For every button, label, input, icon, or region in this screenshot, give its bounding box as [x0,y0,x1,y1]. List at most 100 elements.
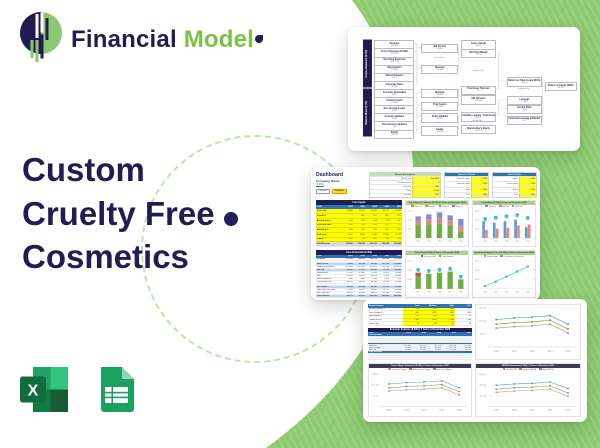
scenarios-screenshot: Scenario Inputs Low Medium High Live Revenue … [363,299,587,422]
svg-text:2026: 2026 [457,409,463,411]
table-row: Staff costs 8,200 8,856 9,565 10,330 11,156 [316,232,402,238]
svg-text:2026: 2026 [526,291,529,293]
svg-text:80,000: 80,000 [480,384,487,386]
ebitda-scenarios-chart: EBITDA Scenarios ($ 000) | 5 Years to De… [475,363,581,417]
mini-table-row: Founder equity 2,500 [445,176,488,182]
svg-text:150,000: 150,000 [371,374,379,376]
svg-text:X: X [28,383,39,400]
table-row: Low Scenario [368,334,472,337]
table-row: Depreciation (1,350) (1,425) (1,505) (1,590)… [316,272,402,275]
svg-text:300,000: 300,000 [407,260,412,262]
svg-text:66%: 66% [534,269,535,271]
legend-item: Payback gap [483,255,497,258]
table-row: Operating Expenses (21,600) (23,109) (24,74… [316,266,402,270]
svg-text:2025: 2025 [449,291,452,293]
svg-text:-: - [479,237,480,239]
brand-logo: Financial Model [18,10,263,69]
flow-box: Revenue 131,890 [421,64,459,75]
mini-table-row: Units $ 000 [370,188,440,193]
revenue-scenarios-chart: - 70,000 140,000 210,000 2022 2023 2024 2025 202… [475,304,581,360]
dupont-flowchart: Income Statement ($ 000) Balance Sheet ($… [352,31,577,147]
table-row: Revenue 126,600 148,900 172,300 199,400 166,2… [368,353,472,356]
chart-plot: - 80,000 160,000 240,000 - 33% 66% 100% 2022 2023… [474,260,535,293]
svg-text:39%: 39% [516,214,518,216]
flow-box: Revenue 131,890 [421,89,459,99]
table-row: Average price $4.50 4.59 4.68 4.78 4.87 [316,218,402,224]
svg-text:2022: 2022 [387,409,392,411]
mini-table-row: Total 7,000 [445,191,488,197]
svg-text:2024: 2024 [422,409,428,411]
table-row: EBIT 49,050 56,250 64,358 73,695 83,985 [316,274,402,278]
page-title-line: Cosmetics [22,238,189,276]
table-row: CapEx 1,500 750 800 850 900 [316,237,402,243]
table-row: Gross Margin 86,090 101,250 117,160 135,590 1… [368,355,472,358]
chart-plot: - 60,000 120,000 180,000 2022 2023 2024 2025 202… [407,210,467,242]
table-row: Interest Expense (238) (205) (170) (132) (92) [316,277,402,281]
table-row: Cost of Goods Sold (40,500) (45,441) (50,96… [316,260,402,264]
svg-text:60,000: 60,000 [475,228,479,230]
svg-text:35%: 35% [495,217,497,219]
table-row: EBITDA 50,400 57,675 65,863 75,285 58,722 [368,349,472,352]
svg-text:2025: 2025 [516,240,519,242]
flow-box: Equity 40,214 [421,126,459,136]
legend-item: Low Gross Margin [388,368,406,371]
svg-text:60,000: 60,000 [408,228,412,230]
svg-text:2022: 2022 [417,240,420,242]
chart-legend: Revenue EBITDA Net Profit [473,205,535,209]
svg-text:2026: 2026 [526,240,529,242]
svg-text:50,000: 50,000 [372,395,379,397]
svg-text:2022: 2022 [494,351,500,353]
svg-text:140,000: 140,000 [478,321,487,323]
table-row: COGS per unit $1.62 1.65 1.69 1.72 1.75 [316,223,402,229]
svg-text:2026: 2026 [565,409,571,411]
table-row: OpEx growth % 8% 6% 4% 6% [368,315,472,319]
svg-text:200,000: 200,000 [407,269,412,271]
table-row: Revenue growth % 5% 12% 18% 12% [368,307,472,312]
svg-text:-: - [534,288,535,290]
brand-name: Financial Model [71,25,263,54]
svg-text:2022: 2022 [417,291,420,293]
flow-box: Return on Equity (ROE) 44.1% [544,82,577,92]
svg-text:2023: 2023 [427,291,430,293]
table-row: Net Income 36,609 42,034 48,141 55,172 62,920 [316,286,402,290]
general-assumptions-table: General Assumptions Model start Jan 2022 Fo… [369,172,441,198]
company-name: Company Name [316,178,340,183]
mini-table-row: Debt 2,000 [445,186,488,192]
navy-dot-decoration [224,212,238,226]
scenario-analysis-table: Scenario Analysis ($ 000) | 5 Years to D… [368,327,472,361]
table-row: High Scenario [368,351,472,354]
svg-text:2024: 2024 [505,240,508,242]
forecast-button: Forecast [331,188,347,194]
brand-word-model: Model [183,25,255,53]
mini-table-title: Use of Funds [493,173,536,176]
table-row: Debtor days 45 38 30 38 [368,322,472,326]
legend-item: Stream 2 [424,205,436,208]
table-row: Profit Before Tax 48,812 56,045 64,188 73,56… [316,280,402,284]
chart-plot: - 50,000 100,000 150,000 2022 2023 2024 2025 202… [371,374,468,411]
svg-text:120,000: 120,000 [478,374,486,376]
chart-plot: - 100,000 200,000 300,000 2022 2023 2024 2025 20… [407,260,467,293]
svg-text:2022: 2022 [484,240,487,242]
svg-text:33%: 33% [534,279,535,281]
table-header-row: $ 000 2022 2023 2024 2025 2026 [316,254,402,258]
svg-text:185.7: 185.7 [449,268,452,270]
mini-table-title: General Assumptions [370,173,440,176]
svg-text:249.3: 249.3 [460,275,463,278]
svg-text:2025: 2025 [548,409,554,411]
svg-text:120,000: 120,000 [474,219,479,221]
legend-item: Revenue [485,205,496,208]
mini-table-row: Opex runway 2,500 [493,181,536,187]
gross-margin-scenarios-chart: Gross Margin Scenarios ($ 000) | 5 Years… [368,363,472,417]
dashboard-title: Dashboard [316,172,344,178]
svg-text:2024: 2024 [438,240,441,242]
flow-operator: and [436,121,441,124]
svg-text:-: - [412,237,413,239]
scenarios-grid: Scenario Inputs Low Medium High Live Revenue … [368,304,582,417]
revenue-streams-chart: Top 5 Revenue Streams ($ 000) | 5 Years … [405,200,469,247]
platform-badges: X [20,366,137,418]
table-row: CapEx ($ 000) 1,800 1,500 1,200 1,500 [368,318,472,323]
chart-title: Gross Margin Scenarios ($ 000) | 5 Years… [369,364,471,368]
table-row: Gross Margin 72,000 80,784 90,605 101,795 84,… [368,347,472,350]
flow-box: Net Income 18,023 [421,43,459,54]
table-row: Gross Profit 72,000 80,784 90,605 101,795 114… [316,263,402,267]
